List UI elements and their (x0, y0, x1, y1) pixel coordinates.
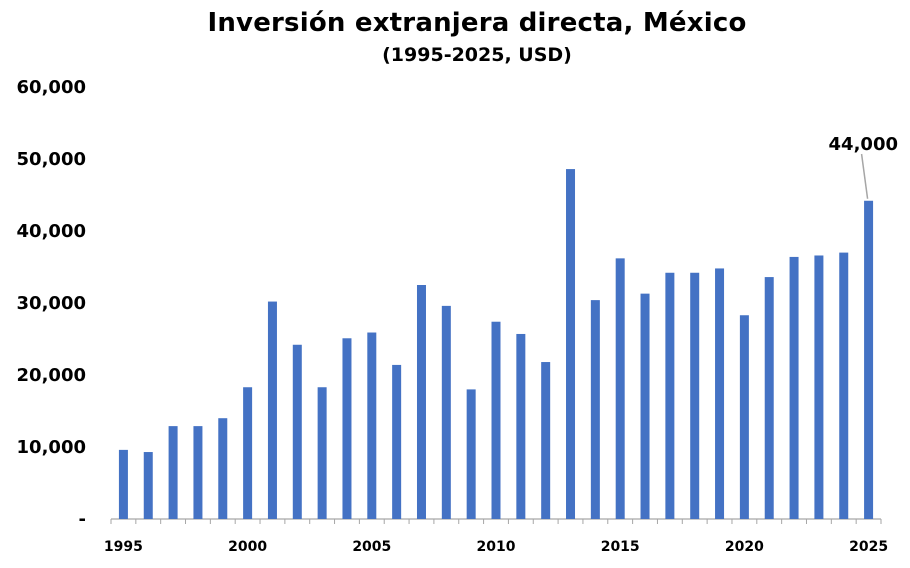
bar-2017 (665, 272, 675, 519)
bar-2016 (640, 293, 650, 519)
y-tick-label: 50,000 (17, 149, 86, 170)
bar-2024 (839, 252, 849, 519)
bar-1997 (168, 426, 178, 519)
bar-2020 (739, 315, 749, 519)
bar-2008 (441, 305, 451, 519)
bar-1999 (218, 418, 228, 519)
chart-subtitle: (1995-2025, USD) (382, 44, 572, 66)
data-label-2025: 44,000 (829, 134, 898, 155)
bar-2022 (789, 256, 799, 519)
bar-2018 (690, 272, 700, 519)
bar-2002 (292, 344, 302, 519)
bar-2021 (764, 277, 774, 519)
x-tick-label: 2015 (601, 539, 640, 555)
chart-title: Inversión extranjera directa, México (207, 8, 747, 38)
bar-2004 (342, 338, 352, 519)
x-tick-label: 2000 (228, 539, 267, 555)
bar-1995 (118, 449, 128, 519)
bar-2025 (864, 200, 874, 519)
annotation-leader-line (860, 153, 869, 199)
x-tick-label: 1995 (104, 539, 143, 555)
bar-1998 (193, 426, 203, 519)
bar-2023 (814, 255, 824, 520)
bar-2007 (416, 285, 426, 519)
x-tick-label: 2025 (849, 539, 888, 555)
y-tick-label: 60,000 (17, 77, 86, 98)
y-tick-label: 10,000 (17, 437, 86, 458)
bar-2005 (367, 332, 377, 519)
y-tick-label: - (79, 509, 86, 530)
bar-2009 (466, 389, 476, 519)
bar-2014 (590, 300, 600, 519)
bar-2015 (615, 258, 625, 519)
bar-2019 (715, 268, 725, 519)
bar-1996 (143, 452, 153, 519)
y-tick-label: 20,000 (17, 365, 86, 386)
bar-2013 (566, 169, 576, 519)
bar-2010 (491, 321, 501, 519)
bar-2011 (516, 333, 526, 519)
y-tick-label: 30,000 (17, 293, 86, 314)
bar-2006 (392, 364, 402, 519)
x-tick-label: 2010 (477, 539, 516, 555)
bar-2012 (541, 362, 551, 519)
bar-2003 (317, 387, 327, 519)
x-tick-label: 2005 (352, 539, 391, 555)
bar-2000 (243, 387, 253, 519)
y-tick-label: 40,000 (17, 221, 86, 242)
bar-2001 (267, 301, 277, 519)
x-tick-label: 2020 (725, 539, 764, 555)
